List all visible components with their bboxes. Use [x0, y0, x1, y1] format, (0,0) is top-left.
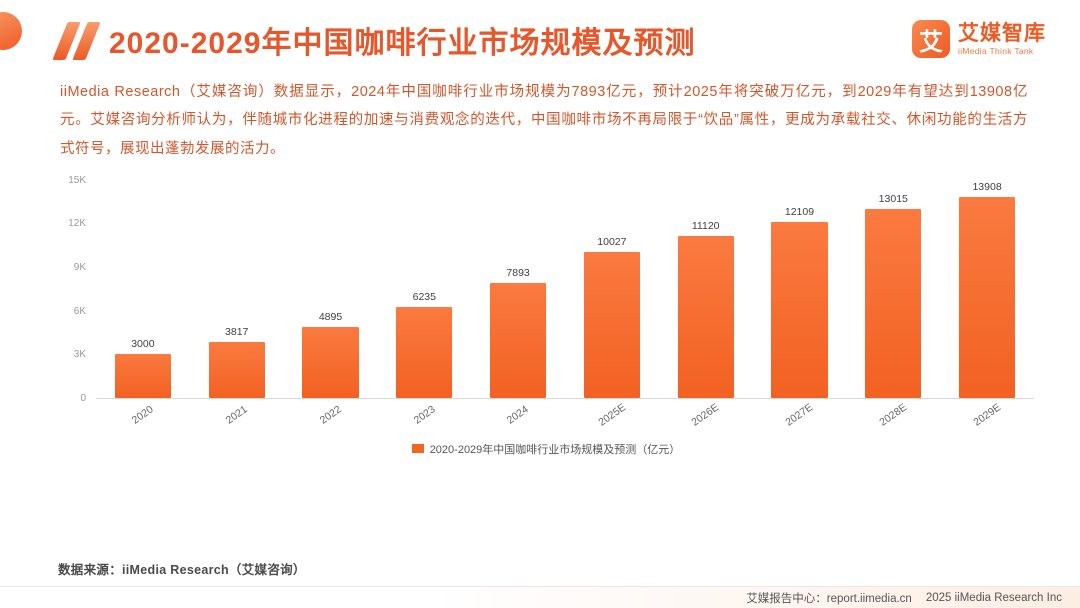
header: 2020-2029年中国咖啡行业市场规模及预测 艾 艾媒智库 iiMedia T…	[0, 0, 1080, 62]
bar-value-label: 13015	[878, 192, 908, 205]
bar	[677, 236, 734, 398]
bar	[208, 342, 265, 398]
x-axis-label: 2027E	[783, 401, 816, 429]
x-label-cell: 2023	[377, 399, 471, 437]
brand-subtitle: iiMedia Think Tank	[958, 45, 1034, 56]
bar	[396, 307, 453, 398]
chart-legend: 2020-2029年中国咖啡行业市场规模及预测（亿元）	[58, 441, 1034, 457]
bar-column: 13015	[846, 181, 940, 398]
bar-column: 3817	[190, 181, 284, 398]
x-axis-label: 2020	[129, 403, 156, 427]
bar-value-label: 3817	[225, 326, 249, 339]
y-axis: 0 3K 6K 9K 12K 15K	[58, 175, 96, 404]
x-axis-label: 2024	[505, 403, 532, 427]
bar-column: 4895	[284, 181, 378, 398]
x-label-cell: 2029E	[940, 399, 1034, 437]
data-source-note: 数据来源：iiMedia Research（艾媒咨询）	[58, 563, 306, 577]
x-axis-label: 2026E	[689, 401, 722, 429]
y-tick-label: 3K	[73, 349, 86, 361]
bar	[958, 196, 1016, 398]
x-label-cell: 2024	[471, 399, 565, 437]
bar-column: 3000	[96, 181, 190, 398]
brand-logo-text: 艾媒智库 iiMedia Think Tank	[958, 22, 1046, 56]
x-label-cell: 2021	[190, 399, 284, 437]
y-tick-label: 12K	[68, 218, 86, 230]
bars-area: 3000 3817 4895 6235 7893 10027 11120 12109 13015…	[96, 181, 1034, 399]
y-tick-label: 15K	[68, 174, 86, 186]
x-label-cell: 2020	[96, 399, 190, 437]
x-label-cell: 2025E	[565, 399, 659, 437]
bar-column: 13908	[940, 181, 1034, 398]
y-tick-label: 0	[80, 392, 86, 404]
bar-value-label: 10027	[597, 236, 627, 249]
x-label-cell: 2027E	[753, 399, 847, 437]
bar	[771, 221, 828, 398]
footer-copyright: 2025 iiMedia Research Inc	[925, 591, 1062, 604]
x-axis: 2020 2021 2022 2023 2024 2025E 2026E 2027E 2028E…	[96, 399, 1034, 437]
bar	[302, 326, 359, 398]
bar-value-label: 11120	[691, 220, 720, 233]
x-label-cell: 2028E	[846, 399, 940, 437]
footer-bar: 艾媒报告中心：report.iimedia.cn 2025 iiMedia Re…	[0, 586, 1080, 608]
brand-logo-icon: 艾	[912, 20, 950, 58]
bar-value-label: 6235	[412, 291, 436, 304]
bar-column: 6235	[377, 181, 471, 398]
footer-report-center: 艾媒报告中心：report.iimedia.cn	[746, 592, 912, 605]
bar-column: 7893	[471, 181, 565, 398]
bar	[489, 283, 547, 398]
bar-value-label: 7893	[506, 267, 530, 280]
page-title: 2020-2029年中国咖啡行业市场规模及预测	[109, 27, 696, 60]
x-axis-label: 2029E	[971, 401, 1003, 429]
y-tick-label: 9K	[73, 262, 86, 273]
bar-value-label: 12109	[784, 205, 815, 218]
legend-swatch	[411, 444, 424, 454]
y-tick-label: 6K	[73, 305, 86, 317]
x-label-cell: 2022	[284, 399, 378, 437]
bar-value-label: 13908	[972, 180, 1002, 193]
bar	[865, 208, 922, 398]
x-axis-label: 2025E	[595, 401, 628, 429]
x-label-cell: 2026E	[659, 399, 753, 437]
bar	[114, 354, 172, 398]
legend-label: 2020-2029年中国咖啡行业市场规模及预测（亿元）	[429, 443, 681, 456]
chart-plot-area: 0 3K 6K 9K 12K 15K 3000 3817 4895 6235 7893 10027 1…	[58, 175, 1034, 404]
bar-column: 12109	[753, 181, 847, 398]
bar	[583, 252, 641, 398]
title-row: 2020-2029年中国咖啡行业市场规模及预测	[52, 18, 696, 62]
title-slash-decoration	[52, 22, 101, 60]
x-axis-label: 2028E	[877, 401, 910, 429]
brand-logo: 艾 艾媒智库 iiMedia Think Tank	[912, 20, 1046, 58]
intro-paragraph: iiMedia Research（艾媒咨询）数据显示，2024年中国咖啡行业市场…	[60, 84, 1028, 157]
x-axis-label: 2022	[317, 403, 344, 427]
bar-column: 10027	[565, 181, 659, 398]
bar-chart: 0 3K 6K 9K 12K 15K 3000 3817 4895 6235 7893 10027 1…	[58, 175, 1034, 457]
bar-value-label: 3000	[131, 338, 155, 351]
x-axis-label: 2023	[411, 403, 438, 427]
brand-name: 艾媒智库	[958, 21, 1046, 45]
bar-column: 11120	[659, 181, 753, 398]
x-axis-label: 2021	[223, 403, 250, 427]
bar-value-label: 4895	[318, 310, 343, 323]
